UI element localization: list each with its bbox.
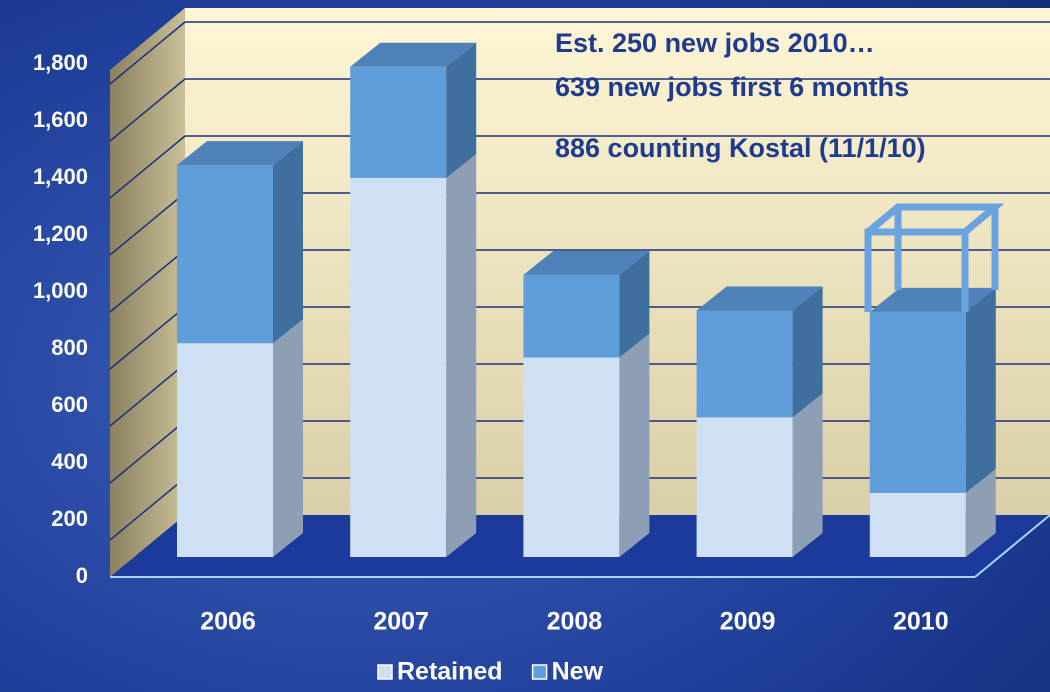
bar [869,492,966,557]
bar-side [446,153,477,557]
bar-side [965,287,996,493]
x-tick-label: 2006 [200,608,256,636]
bar [523,357,620,557]
annotation: 639 new jobs first 6 months [555,72,909,102]
bar-side [792,393,823,557]
grid-line [109,249,186,313]
x-tick-label: 2009 [720,608,776,636]
y-tick-label: 1,600 [33,107,88,132]
x-tick-label: 2008 [547,608,603,636]
grid-line [109,306,186,370]
bar [869,311,966,493]
side-wall [110,8,185,577]
bar-side [619,333,650,557]
bar-side [273,319,303,557]
y-tick-label: 1,000 [33,278,88,303]
floor-edge [974,514,1050,578]
estimate-outline-top [865,203,1005,235]
bar-side [792,286,823,418]
x-tick-label: 2010 [893,608,949,636]
y-tick-label: 400 [51,449,88,474]
bar-top [523,250,650,275]
bar [177,165,273,344]
bar [177,343,273,557]
legend-swatch [531,664,548,680]
bar [350,66,447,178]
annotation: 886 counting Kostal (11/1/10) [555,133,926,163]
legend-label: Retained [397,658,503,686]
bar-side [965,468,996,557]
bar [696,310,793,418]
grid-line [109,477,186,541]
grid-line [109,135,186,199]
legend-label: New [552,658,604,686]
bar [696,417,793,557]
legend-swatch [377,664,393,680]
bar-top [177,141,303,166]
y-tick-label: 1,200 [33,221,88,246]
x-tick-label: 2007 [373,608,429,636]
y-tick-label: 800 [51,335,88,360]
grid-line [109,192,186,256]
annotation: Est. 250 new jobs 2010… [555,28,875,58]
grid-line [109,78,186,142]
bar-side [273,141,303,344]
y-tick-label: 1,800 [33,50,88,75]
bar-top [350,42,477,67]
estimate-outline [864,228,969,312]
grid-line [109,21,186,85]
bar-top [696,286,823,311]
y-tick-label: 1,400 [33,164,88,189]
grid-line [109,363,186,427]
y-tick-label: 200 [51,506,88,531]
bar [350,177,447,557]
grid-line [109,420,186,484]
bar [523,274,620,358]
y-tick-label: 0 [76,563,88,588]
bar-side [446,42,477,178]
bar-side [619,250,650,358]
y-tick-label: 600 [51,392,88,417]
